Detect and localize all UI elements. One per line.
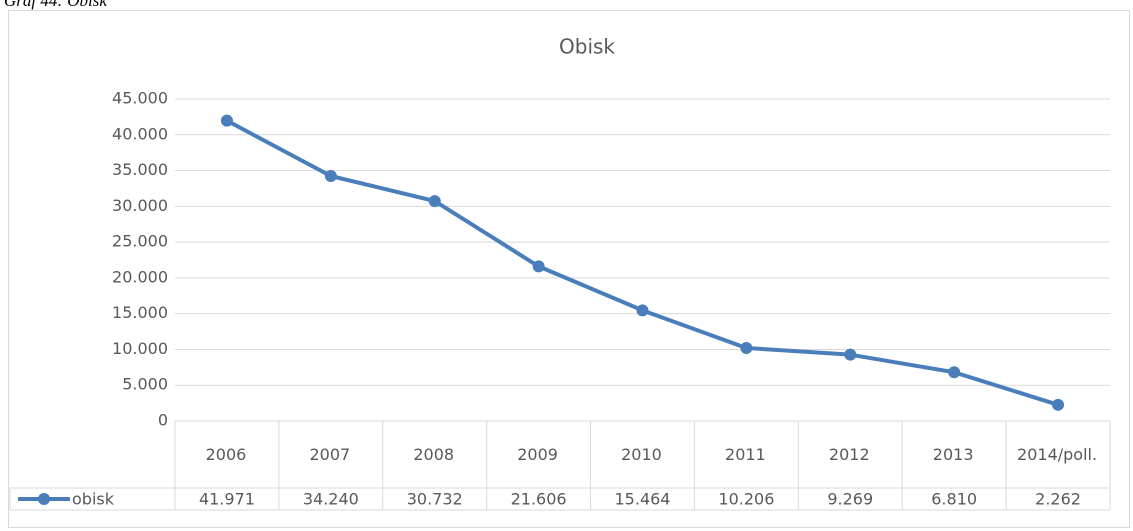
y-tick-label: 0 [158,411,168,430]
y-tick-label: 15.000 [112,303,168,322]
category-cell: 2009 [517,444,558,464]
chart-border [8,10,1130,528]
category-cell: 2007 [309,444,351,464]
category-cell: 2008 [413,444,455,464]
y-tick-label: 10.000 [112,339,168,358]
y-tick-label: 25.000 [112,232,168,251]
category-cell: 2011 [725,444,766,464]
marker [324,169,337,182]
x-tick-label: 2011 [725,444,766,464]
marker [740,341,753,354]
data-label: 2.262 [1035,490,1081,509]
marker [948,366,961,379]
data-label: 6.810 [931,490,977,509]
y-tick-label: 20.000 [112,267,168,286]
legend-label: obisk [72,490,115,509]
marker [844,348,857,361]
x-tick-label: 2010 [621,444,662,464]
data-label: 15.464 [615,490,671,509]
chart-title: Obisk [559,35,615,59]
y-tick-label: 40.000 [112,124,168,143]
y-tick-label: 5.000 [122,375,168,394]
category-cell: 2012 [828,444,870,464]
category-cell: 2006 [205,444,247,464]
data-label: 41.971 [199,490,255,509]
data-label: 9.269 [827,490,873,509]
y-tick-label: 45.000 [112,89,168,108]
legend-marker [38,493,50,505]
y-tick-label: 30.000 [112,196,168,215]
data-label: 34.240 [303,490,359,509]
x-tick-label: 2007 [309,444,351,464]
marker [1052,398,1065,411]
caption: Graf 44: Obisk [4,0,107,10]
y-tick-label: 35.000 [112,160,168,179]
data-label: 21.606 [511,490,567,509]
data-label: 10.206 [718,490,774,509]
x-tick-label: 2013 [932,444,974,464]
marker [636,304,649,317]
x-tick-label: 2008 [413,444,455,464]
marker [220,114,233,127]
x-tick-label: 2012 [828,444,870,464]
x-tick-label: 2006 [205,444,247,464]
data-label: 30.732 [407,490,463,509]
x-tick-label: 2009 [517,444,558,464]
category-cell: 2010 [621,444,662,464]
category-cell: 2014/poll. [1017,444,1098,464]
marker [428,195,441,208]
marker [532,260,545,273]
x-tick-label: 2014/poll. [1017,444,1098,464]
category-cell: 2013 [932,444,974,464]
